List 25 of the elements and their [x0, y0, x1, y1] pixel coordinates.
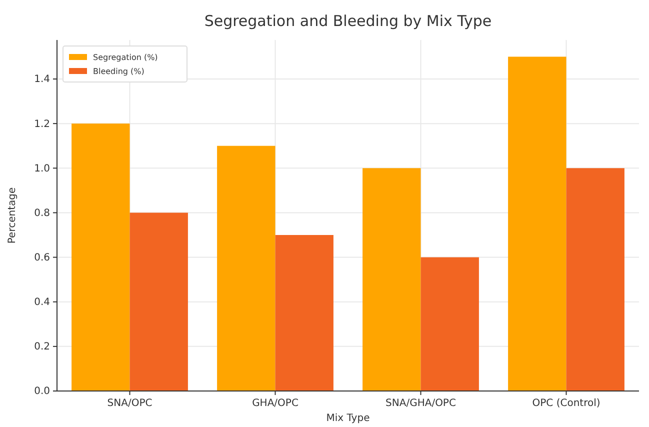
chart-title: Segregation and Bleeding by Mix Type: [204, 12, 492, 30]
x-tick-label: SNA/OPC: [107, 398, 152, 409]
y-tick-label: 0.6: [34, 252, 50, 264]
bar: [508, 56, 566, 391]
y-axis-title: Percentage: [7, 187, 18, 244]
legend-label: Segregation (%): [93, 53, 158, 62]
bar: [130, 212, 188, 391]
bar: [420, 257, 479, 391]
legend-label: Bleeding (%): [93, 67, 144, 76]
y-tick-label: 0.0: [34, 386, 50, 398]
y-tick-label: 0.8: [34, 208, 50, 219]
y-tick-label: 0.4: [34, 297, 50, 308]
x-tick-label: SNA/GHA/OPC: [386, 398, 456, 409]
bar: [217, 146, 276, 391]
y-tick-label: 1.0: [34, 163, 50, 174]
bar: [362, 168, 421, 391]
bar: [566, 168, 624, 391]
x-axis-title: Mix Type: [326, 413, 370, 424]
y-tick-label: 0.2: [34, 342, 50, 353]
y-tick-label: 1.2: [34, 118, 50, 130]
bar: [72, 124, 130, 391]
x-tick-label: OPC (Control): [532, 398, 600, 409]
bar: [275, 235, 334, 391]
x-tick-label: GHA/OPC: [252, 398, 298, 409]
y-tick-label: 1.4: [34, 74, 50, 86]
